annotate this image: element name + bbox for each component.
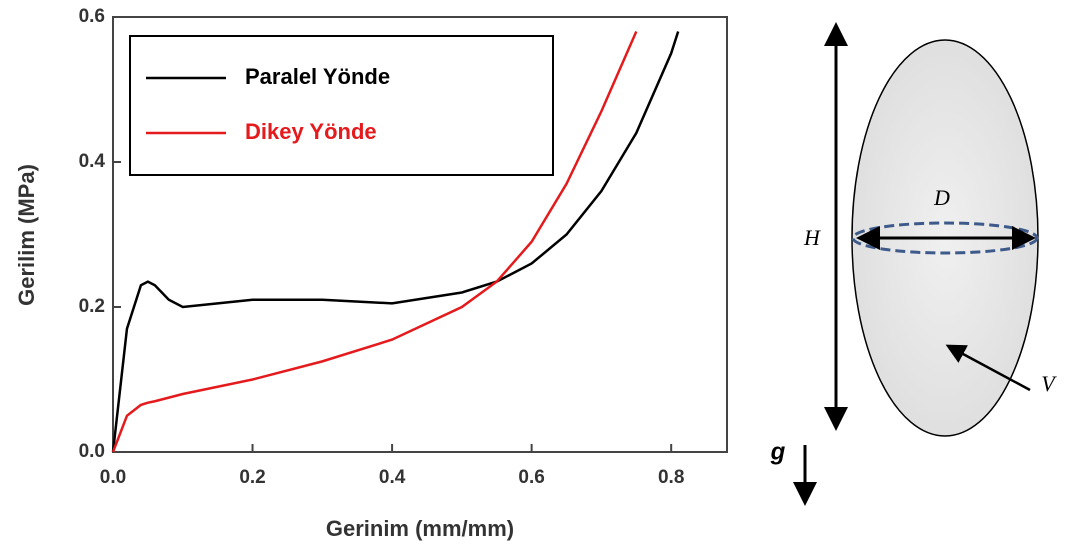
equator bbox=[851, 221, 1039, 255]
y-tick-label: 0.6 bbox=[79, 6, 105, 27]
y-tick-label: 0.4 bbox=[79, 151, 106, 172]
gravity-label: g bbox=[770, 438, 786, 465]
x-axis-title: Gerinim (mm/mm) bbox=[326, 516, 514, 541]
y-tick-label: 0.2 bbox=[79, 296, 105, 317]
diagram: H D V g bbox=[770, 21, 1057, 506]
x-tick-label: 0.2 bbox=[239, 467, 265, 488]
legend-label: Paralel Yönde bbox=[245, 64, 390, 89]
y-axis-title: Gerilim (MPa) bbox=[14, 164, 39, 306]
series-line bbox=[111, 30, 638, 453]
x-tick-label: 0.0 bbox=[100, 467, 126, 488]
x-tick-label: 0.6 bbox=[518, 467, 544, 488]
legend-box bbox=[129, 35, 554, 176]
y-tick-label: 0.0 bbox=[79, 441, 105, 462]
plot-frame bbox=[112, 16, 728, 453]
plot: 0.0 0.2 0.4 0.6 0.8 0.0 0.2 0.4 0.6 Paralel Yönde… bbox=[79, 6, 728, 488]
diameter-label: D bbox=[933, 185, 950, 210]
legend-label: Dikey Yönde bbox=[245, 119, 377, 144]
series-line bbox=[111, 31, 680, 453]
volume-label: V bbox=[1041, 371, 1057, 396]
x-tick-label: 0.4 bbox=[379, 467, 406, 488]
legend: Paralel Yönde Dikey Yönde bbox=[129, 35, 554, 176]
volume-arrow bbox=[945, 344, 1031, 392]
x-tick-label: 0.8 bbox=[658, 467, 684, 488]
height-label: H bbox=[803, 225, 821, 250]
